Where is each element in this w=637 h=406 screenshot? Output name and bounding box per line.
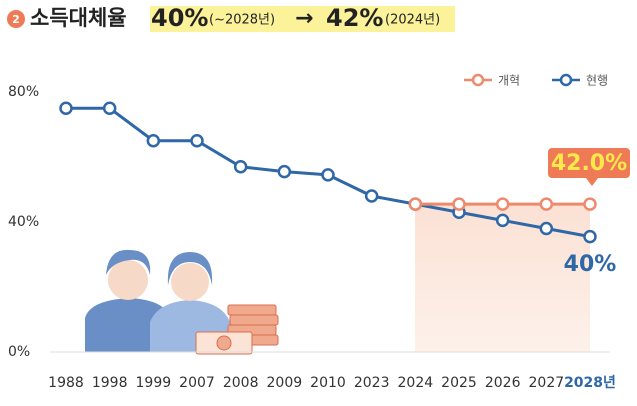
x-tick-label: 1998 [92,375,128,391]
x-tick-label: 2027 [529,375,565,391]
x-tick-label: 2026 [485,375,521,391]
point [321,168,335,182]
point [364,189,379,203]
y-tick-label: 0% [8,344,30,360]
point [583,197,597,211]
point [539,197,554,211]
y-tick-label: 40% [8,214,39,230]
point [277,164,292,179]
x-tick-label: 2007 [179,375,215,391]
legend-marker [559,73,573,87]
point [408,197,423,211]
annotation-pointer [586,178,598,186]
annotation: 40% [564,252,617,277]
legend-marker [471,73,485,87]
point [495,197,510,211]
point [452,197,466,211]
x-tick-label: 2028년 [564,375,616,391]
title-from-note: (~2028년) [209,13,275,28]
point [583,229,597,244]
x-tick-label: 2024 [398,375,434,391]
title-highlight [150,6,455,32]
point [146,134,161,148]
x-tick-label: 2008 [223,375,259,391]
legend-label: 현행 [586,73,608,88]
legend-label: 개혁 [498,74,520,88]
point [233,160,248,174]
illustration [85,249,279,355]
title-number: 2 [12,13,20,26]
point [495,213,510,228]
x-tick-label: 1999 [136,375,172,391]
title-from: 40% [151,4,208,32]
x-tick-label: 2010 [310,375,346,391]
y-tick-label: 80% [8,84,39,100]
annotation: 42.0% [551,151,627,176]
x-tick-label: 2009 [267,375,303,391]
reform-area [415,204,590,352]
point [102,101,117,115]
title-to: 42% [326,4,383,32]
x-tick-label: 2023 [354,375,390,391]
title-badge [7,10,25,28]
x-tick-label: 1988 [48,375,84,391]
title-to-note: (2024년) [385,13,440,28]
point [59,101,73,115]
point [539,221,554,236]
title-label: 소득대체율 [30,6,127,30]
title-arrow: → [295,6,313,31]
x-tick-label: 2025 [441,375,477,391]
point [190,134,204,148]
annotation-box [548,148,630,178]
